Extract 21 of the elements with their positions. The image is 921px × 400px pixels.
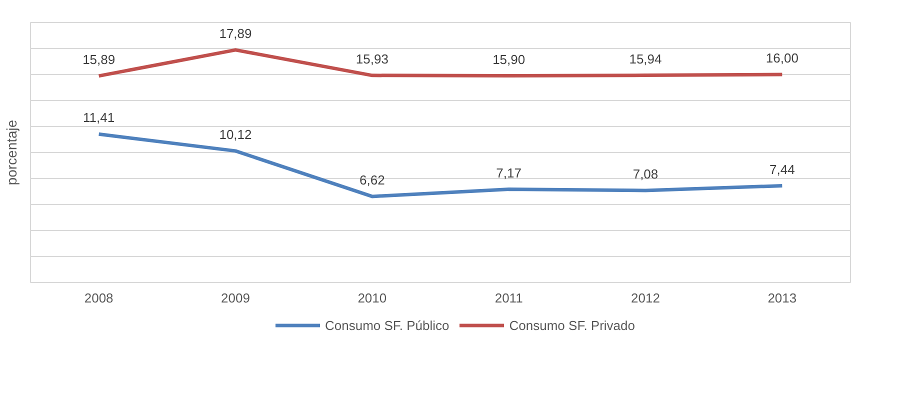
data-label: 10,12 bbox=[219, 126, 252, 142]
data-label: 15,93 bbox=[356, 51, 388, 66]
x-tick-label: 2012 bbox=[631, 290, 660, 306]
data-label: 7,08 bbox=[632, 166, 658, 182]
legend-label: Consumo SF. Público bbox=[324, 318, 450, 332]
x-tick-label: 2011 bbox=[494, 290, 523, 306]
data-label: 7,17 bbox=[496, 165, 522, 180]
data-label: 11,41 bbox=[83, 110, 115, 126]
legend-label: Consumo SF. Privado bbox=[509, 318, 636, 332]
x-tick-label: 2013 bbox=[768, 290, 797, 306]
x-tick-label: 2010 bbox=[358, 290, 387, 306]
data-label: 7,44 bbox=[770, 162, 795, 177]
data-label: 15,94 bbox=[629, 51, 662, 66]
data-label: 15,90 bbox=[492, 52, 526, 67]
data-label: 6,62 bbox=[360, 172, 385, 188]
data-label: 16,00 bbox=[766, 50, 798, 66]
x-tick-label: 2009 bbox=[221, 290, 250, 306]
data-label: 17,89 bbox=[219, 26, 252, 41]
x-tick-label: 2008 bbox=[84, 290, 114, 306]
y-axis-title: porcentaje bbox=[4, 120, 20, 186]
data-label: 15,89 bbox=[82, 52, 116, 67]
